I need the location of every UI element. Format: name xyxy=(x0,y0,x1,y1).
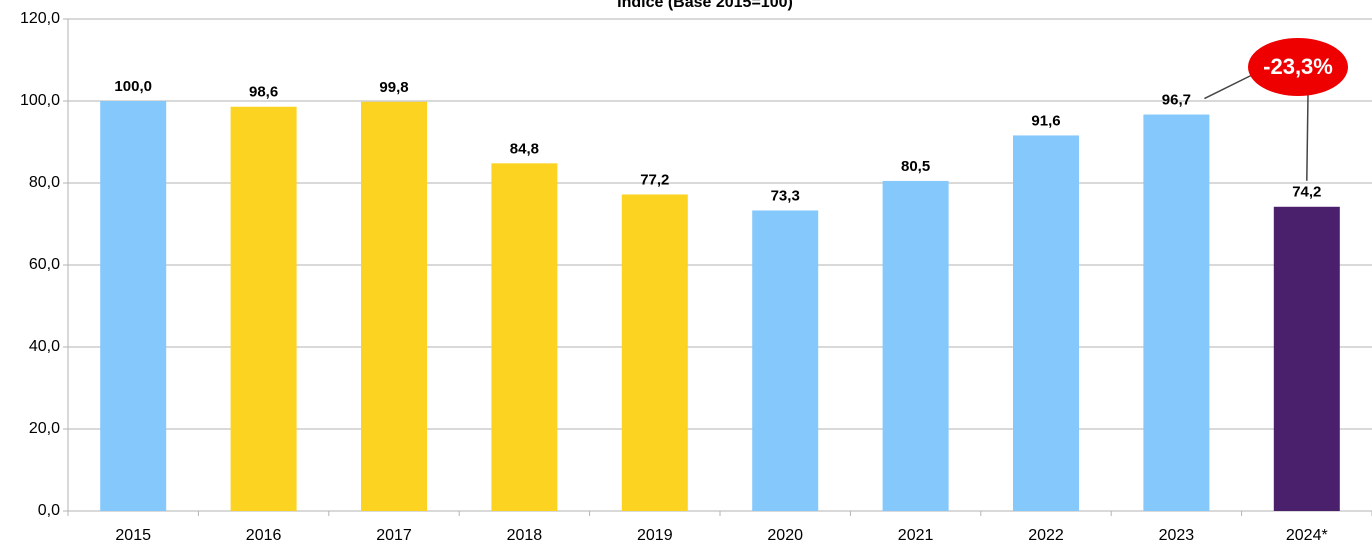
value-label: 84,8 xyxy=(510,140,539,157)
x-tick-label: 2018 xyxy=(507,527,543,544)
value-label: 77,2 xyxy=(640,171,669,188)
bar xyxy=(621,194,688,512)
x-tick-label: 2021 xyxy=(898,527,934,544)
bar xyxy=(882,180,949,511)
y-tick-label: 120,0 xyxy=(20,10,60,27)
value-label: 99,8 xyxy=(379,79,408,96)
value-label: 80,5 xyxy=(901,158,930,175)
y-tick-label: 80,0 xyxy=(29,174,60,191)
y-tick-label: 60,0 xyxy=(29,256,60,273)
x-tick-label: 2024* xyxy=(1286,527,1328,544)
bar xyxy=(361,101,427,511)
callout-line xyxy=(1204,74,1253,100)
x-tick-label: 2015 xyxy=(115,527,151,544)
y-tick-label: 20,0 xyxy=(29,420,60,437)
annotation: -23,3% xyxy=(1263,54,1333,79)
value-label: 73,3 xyxy=(771,187,800,204)
y-tick-label: 0,0 xyxy=(38,502,60,519)
x-tick-label: 2023 xyxy=(1159,527,1195,544)
bar xyxy=(100,101,167,511)
value-label: 74,2 xyxy=(1292,184,1321,201)
value-label: 100,0 xyxy=(114,78,152,95)
y-tick-label: 40,0 xyxy=(29,338,60,355)
bar xyxy=(1273,206,1340,511)
x-tick-label: 2019 xyxy=(637,527,673,544)
x-tick-label: 2020 xyxy=(767,527,803,544)
callout-line xyxy=(1306,94,1309,181)
annotation-bubble xyxy=(1248,38,1348,96)
bar xyxy=(752,210,819,511)
bar xyxy=(1143,114,1210,511)
x-tick-label: 2016 xyxy=(246,527,282,544)
x-tick-label: 2017 xyxy=(376,527,412,544)
value-label: 91,6 xyxy=(1031,112,1060,129)
x-tick-label: 2022 xyxy=(1028,527,1064,544)
value-label: 98,6 xyxy=(249,84,278,101)
value-label: 96,7 xyxy=(1162,91,1191,108)
bar xyxy=(491,163,558,511)
bar xyxy=(1013,135,1079,511)
chart-title: Índice (Base 2015=100) xyxy=(617,0,793,11)
y-tick-label: 100,0 xyxy=(20,92,60,109)
bar xyxy=(230,106,297,512)
